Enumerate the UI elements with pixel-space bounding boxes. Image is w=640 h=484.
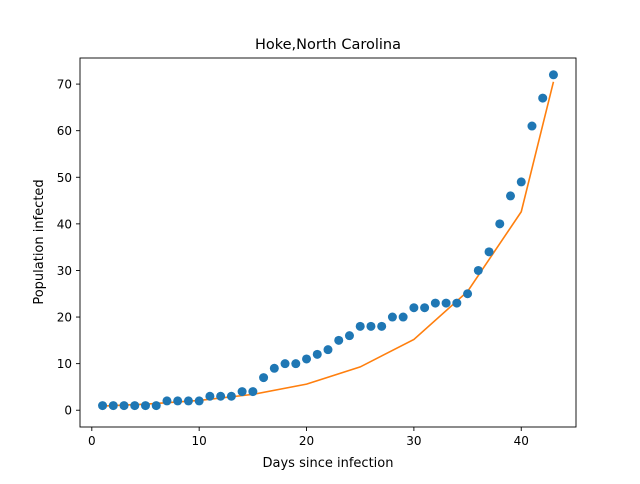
data-point <box>473 265 483 275</box>
y-tick-label: 20 <box>57 311 72 325</box>
data-point <box>527 121 537 131</box>
y-tick-label: 0 <box>64 404 72 418</box>
y-tick-label: 30 <box>57 264 72 278</box>
data-point <box>205 391 215 401</box>
data-point <box>355 321 365 331</box>
y-tick-label: 10 <box>57 357 72 371</box>
data-point <box>495 219 505 229</box>
data-point <box>420 303 430 313</box>
y-axis-label: Population infected <box>32 179 47 304</box>
data-point <box>183 396 193 406</box>
data-point <box>548 70 558 80</box>
y-tick-label: 60 <box>57 124 72 138</box>
data-point <box>312 349 322 359</box>
data-point <box>98 401 108 411</box>
data-point <box>302 354 312 364</box>
x-axis-label: Days since infection <box>263 456 394 471</box>
data-point <box>237 387 247 397</box>
data-point <box>441 298 451 308</box>
data-point <box>226 391 236 401</box>
data-point <box>248 387 258 397</box>
data-point <box>151 401 161 411</box>
data-point <box>291 359 301 369</box>
x-tick-label: 30 <box>406 434 421 448</box>
data-point <box>259 373 269 383</box>
plot-area <box>98 70 558 411</box>
x-tick-label: 40 <box>514 434 529 448</box>
data-point <box>130 401 140 411</box>
data-point <box>280 359 290 369</box>
data-point <box>409 303 419 313</box>
data-point <box>516 177 526 187</box>
fit-curve-line <box>102 81 555 407</box>
data-point <box>430 298 440 308</box>
data-point <box>452 298 462 308</box>
data-point <box>484 247 494 257</box>
data-point <box>463 289 473 299</box>
data-point <box>398 312 408 322</box>
data-point <box>119 401 129 411</box>
y-tick-label: 50 <box>57 171 72 185</box>
data-point <box>344 331 354 341</box>
chart-title: Hoke,North Carolina <box>255 37 401 53</box>
x-tick-label: 20 <box>299 434 314 448</box>
x-tick-label: 10 <box>192 434 207 448</box>
data-point <box>108 401 118 411</box>
plot-frame <box>79 57 577 428</box>
y-tick-label: 70 <box>57 78 72 92</box>
data-point <box>387 312 397 322</box>
data-point <box>323 345 333 355</box>
data-point <box>506 191 516 201</box>
data-point <box>366 321 376 331</box>
data-point <box>216 391 226 401</box>
y-tick-label: 40 <box>57 217 72 231</box>
data-point <box>194 396 204 406</box>
axes: 0 10 20 30 40 0 10 20 30 40 50 60 70 <box>57 57 577 448</box>
data-point <box>269 363 279 373</box>
data-point <box>173 396 183 406</box>
data-point <box>334 335 344 345</box>
data-point <box>140 401 150 411</box>
data-point <box>162 396 172 406</box>
x-tick-label: 0 <box>88 434 96 448</box>
data-point <box>538 93 548 103</box>
data-point <box>377 321 387 331</box>
